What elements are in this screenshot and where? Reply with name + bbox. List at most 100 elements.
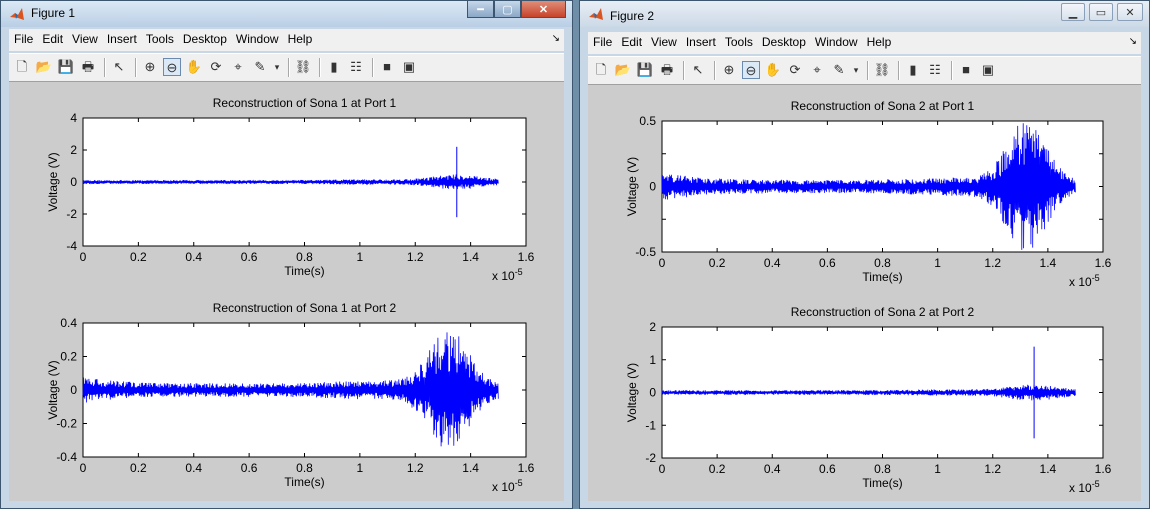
menu-view[interactable]: View bbox=[651, 35, 677, 49]
new-figure-icon[interactable]: 🗋 bbox=[595, 62, 607, 77]
menu-edit[interactable]: Edit bbox=[42, 32, 64, 46]
close-button[interactable]: ✕ bbox=[521, 1, 566, 18]
figure-canvas: Reconstruction of Sona 2 at Port 1 0 0.2 0.… bbox=[588, 85, 1141, 501]
x-tick-label: 0.8 bbox=[874, 256, 891, 270]
figure-2-window[interactable]: Figure 2 ▁ ▭ ✕ File Edit View Insert Tools De… bbox=[579, 0, 1150, 509]
open-file-icon[interactable]: 📂 bbox=[35, 59, 53, 74]
y-tick-label: 0.4 bbox=[60, 316, 77, 330]
menu-tools[interactable]: Tools bbox=[724, 35, 753, 49]
brush-dropdown-icon[interactable]: ▾ bbox=[853, 65, 859, 75]
y-axis-label: Voltage (V) bbox=[625, 157, 639, 216]
menu-desktop[interactable]: Desktop bbox=[182, 32, 227, 46]
maximize-button[interactable]: ▭ bbox=[1089, 3, 1113, 21]
y-tick-label: 2 bbox=[70, 143, 77, 157]
insert-legend-icon[interactable]: ☷ bbox=[929, 62, 941, 77]
axes-sona1-port1[interactable]: Reconstruction of Sona 1 at Port 1 0 0.2 0.… bbox=[9, 82, 566, 292]
minimize-button[interactable]: ▁ bbox=[1061, 3, 1085, 21]
axes-sona2-port2[interactable]: Reconstruction of Sona 2 at Port 2 0 0.2 0.… bbox=[588, 291, 1143, 504]
menu-file[interactable]: File bbox=[14, 32, 34, 46]
menu-desktop[interactable]: Desktop bbox=[761, 35, 806, 49]
x-tick-label: 0 bbox=[659, 462, 666, 476]
menu-tools[interactable]: Tools bbox=[145, 32, 174, 46]
dock-arrow-icon[interactable]: ↘ bbox=[551, 33, 560, 44]
edit-plot-arrow-icon[interactable]: ↖ bbox=[692, 62, 704, 77]
save-figure-icon[interactable]: 💾 bbox=[636, 62, 654, 77]
menu-view[interactable]: View bbox=[72, 32, 98, 46]
x-tick-label: 0 bbox=[80, 250, 87, 264]
title-bar[interactable]: Figure 1 ━ ▢ ✕ bbox=[1, 1, 572, 27]
brush-icon[interactable]: ✎ bbox=[254, 59, 266, 74]
axes-sona2-port1[interactable]: Reconstruction of Sona 2 at Port 1 0 0.2 0.… bbox=[588, 85, 1143, 298]
figure-toolbar: 🗋 📂 💾 🖶 ↖ ⊕ ⊖ ✋ ⟳ ⌖ ✎ ▾ ⛓ ▮ ☷ ■ ▣ bbox=[9, 53, 564, 82]
brush-icon[interactable]: ✎ bbox=[833, 62, 845, 77]
zoom-in-icon[interactable]: ⊕ bbox=[723, 62, 735, 77]
save-figure-icon[interactable]: 💾 bbox=[57, 59, 75, 74]
x-tick-label: 0 bbox=[659, 256, 666, 270]
x-tick-label: 0 bbox=[80, 461, 87, 475]
zoom-out-icon[interactable]: ⊖ bbox=[163, 58, 181, 76]
axes-title: Reconstruction of Sona 2 at Port 1 bbox=[791, 99, 975, 113]
y-tick-label: -0.5 bbox=[635, 245, 656, 259]
menu-window[interactable]: Window bbox=[235, 32, 279, 46]
data-cursor-icon[interactable]: ⌖ bbox=[813, 62, 821, 77]
menu-help[interactable]: Help bbox=[866, 35, 892, 49]
show-plot-tools-icon[interactable]: ▣ bbox=[402, 59, 416, 74]
x-tick-label: 0.6 bbox=[819, 462, 836, 476]
brush-dropdown-icon[interactable]: ▾ bbox=[274, 62, 280, 72]
title-bar[interactable]: Figure 2 ▁ ▭ ✕ bbox=[580, 1, 1149, 27]
x-tick-label: 1.2 bbox=[407, 461, 424, 475]
x-tick-label: 1.6 bbox=[518, 461, 535, 475]
axes-sona1-port2[interactable]: Reconstruction of Sona 1 at Port 2 0 0.2 0.… bbox=[9, 287, 566, 503]
signal-line bbox=[82, 174, 499, 190]
zoom-out-icon[interactable]: ⊖ bbox=[742, 61, 760, 79]
insert-colorbar-icon[interactable]: ▮ bbox=[909, 62, 917, 77]
menu-edit[interactable]: Edit bbox=[621, 35, 643, 49]
dock-arrow-icon[interactable]: ↘ bbox=[1128, 36, 1137, 47]
rotate-3d-icon[interactable]: ⟳ bbox=[210, 59, 222, 74]
toolbar-separator bbox=[288, 58, 290, 77]
x-tick-label: 1.2 bbox=[984, 256, 1001, 270]
x-tick-label: 0.6 bbox=[819, 256, 836, 270]
open-file-icon[interactable]: 📂 bbox=[614, 62, 632, 77]
toolbar-separator bbox=[135, 58, 137, 77]
pan-hand-icon[interactable]: ✋ bbox=[185, 59, 203, 74]
x-tick-label: 0.6 bbox=[241, 461, 258, 475]
x-exponent-power: -5 bbox=[1092, 479, 1100, 489]
menu-window[interactable]: Window bbox=[814, 35, 858, 49]
menu-insert[interactable]: Insert bbox=[106, 32, 137, 46]
menu-insert[interactable]: Insert bbox=[685, 35, 716, 49]
show-plot-tools-icon[interactable]: ▣ bbox=[981, 62, 995, 77]
maximize-button[interactable]: ▢ bbox=[494, 1, 521, 18]
signal-line bbox=[661, 123, 1076, 250]
minimize-button[interactable]: ━ bbox=[467, 1, 494, 18]
close-button[interactable]: ✕ bbox=[1117, 3, 1143, 21]
pan-hand-icon[interactable]: ✋ bbox=[764, 62, 782, 77]
x-tick-label: 1.4 bbox=[1040, 256, 1057, 270]
x-tick-label: 0.2 bbox=[709, 462, 726, 476]
zoom-in-icon[interactable]: ⊕ bbox=[144, 59, 156, 74]
menu-help[interactable]: Help bbox=[287, 32, 313, 46]
x-axis-label: Time(s) bbox=[862, 476, 902, 490]
hide-plot-tools-icon[interactable]: ■ bbox=[962, 62, 970, 77]
link-plot-icon[interactable]: ⛓ bbox=[294, 59, 312, 74]
edit-plot-arrow-icon[interactable]: ↖ bbox=[113, 59, 125, 74]
rotate-3d-icon[interactable]: ⟳ bbox=[789, 62, 801, 77]
hide-plot-tools-icon[interactable]: ■ bbox=[383, 59, 391, 74]
figure-canvas: Reconstruction of Sona 1 at Port 1 0 0.2 0.… bbox=[9, 82, 564, 501]
x-tick-label: 1.4 bbox=[462, 461, 479, 475]
print-figure-icon[interactable]: 🖶 bbox=[660, 62, 674, 77]
x-tick-label: 1 bbox=[357, 250, 364, 264]
figure-1-window[interactable]: Figure 1 ━ ▢ ✕ File Edit View Insert Tools De… bbox=[0, 0, 573, 509]
toolbar-separator bbox=[104, 58, 106, 77]
x-exponent-power: -5 bbox=[515, 478, 523, 488]
new-figure-icon[interactable]: 🗋 bbox=[16, 59, 28, 74]
data-cursor-icon[interactable]: ⌖ bbox=[234, 59, 242, 74]
link-plot-icon[interactable]: ⛓ bbox=[873, 62, 891, 77]
x-tick-label: 0.4 bbox=[185, 250, 202, 264]
y-tick-label: 0 bbox=[649, 386, 656, 400]
insert-colorbar-icon[interactable]: ▮ bbox=[330, 59, 338, 74]
insert-legend-icon[interactable]: ☷ bbox=[350, 59, 362, 74]
menu-file[interactable]: File bbox=[593, 35, 613, 49]
print-figure-icon[interactable]: 🖶 bbox=[81, 59, 95, 74]
x-tick-label: 1.6 bbox=[1095, 256, 1112, 270]
